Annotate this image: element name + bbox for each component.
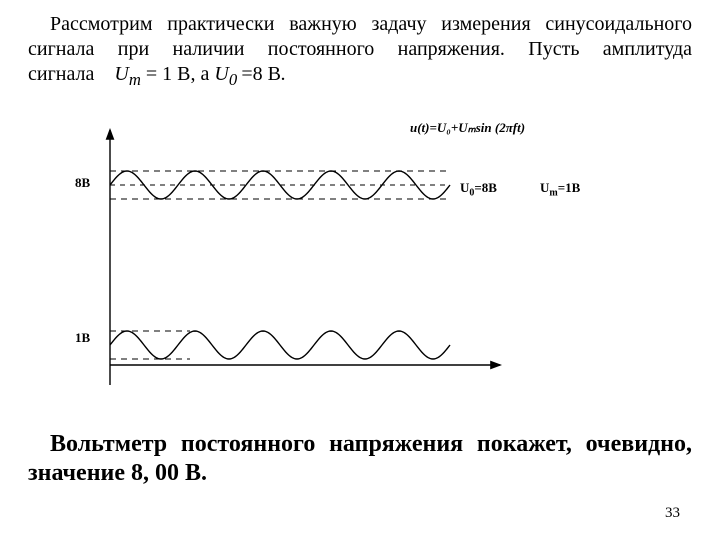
para-end: . bbox=[281, 63, 286, 85]
label-um: Um=1B bbox=[540, 180, 580, 199]
formula-label: u(t)=U₀+Uₘsin (2πft) bbox=[410, 120, 525, 136]
label-u0: U0=8B bbox=[460, 180, 497, 199]
chart-svg bbox=[80, 120, 640, 400]
sym-Um: Um bbox=[114, 63, 140, 85]
label-8v: 8В bbox=[75, 175, 90, 191]
eq1: = 1 В, а bbox=[141, 63, 215, 85]
conclusion-text: Вольтметр постоянного напряжения покажет… bbox=[28, 431, 692, 486]
conclusion-paragraph: Вольтметр постоянного напряжения покажет… bbox=[28, 430, 692, 488]
signal-chart: u(t)=U₀+Uₘsin (2πft) 8В 1В U0=8B Um=1B bbox=[80, 120, 640, 400]
sym-U0: U0 bbox=[214, 63, 241, 85]
label-1v: 1В bbox=[75, 330, 90, 346]
eq2: =8 В bbox=[241, 63, 281, 85]
page-number: 33 bbox=[665, 505, 680, 522]
intro-paragraph: Рассмотрим практически важную задачу изм… bbox=[0, 0, 720, 91]
